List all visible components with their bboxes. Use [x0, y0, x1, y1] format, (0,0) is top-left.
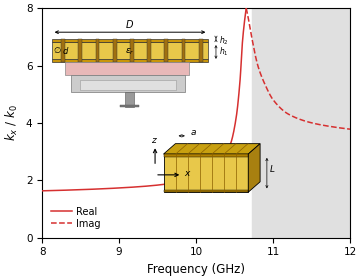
Real	[203, 172, 207, 176]
Imag	[251, 40, 255, 44]
Real	[61, 189, 65, 192]
Imag	[310, 121, 315, 125]
Real	[130, 186, 134, 189]
Imag	[304, 120, 309, 123]
Imag	[244, 6, 248, 10]
Legend: Real, Imag: Real, Imag	[47, 203, 105, 233]
Real	[180, 180, 184, 183]
Real	[199, 174, 204, 178]
Real	[40, 189, 44, 192]
Line: Imag: Imag	[246, 8, 350, 129]
Line: Real: Real	[42, 8, 246, 191]
X-axis label: Frequency (GHz): Frequency (GHz)	[147, 263, 245, 276]
Imag	[323, 124, 327, 127]
Imag	[307, 121, 312, 124]
Imag	[348, 127, 352, 131]
Real	[244, 6, 248, 10]
Bar	[252, 8, 350, 237]
Real	[122, 186, 127, 189]
Imag	[334, 126, 338, 129]
Y-axis label: $k_x\ /\ k_0$: $k_x\ /\ k_0$	[4, 104, 20, 141]
